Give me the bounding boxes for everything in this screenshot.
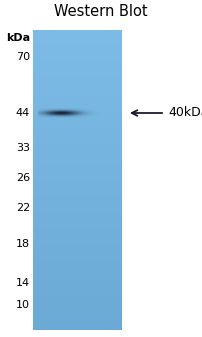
Text: kDa: kDa <box>6 33 30 43</box>
Text: 22: 22 <box>16 203 30 213</box>
Text: Western Blot: Western Blot <box>54 4 147 20</box>
Text: 26: 26 <box>16 173 30 183</box>
Text: 44: 44 <box>16 108 30 118</box>
Text: 40kDa: 40kDa <box>167 106 202 120</box>
Text: 10: 10 <box>16 300 30 310</box>
Text: 70: 70 <box>16 52 30 62</box>
Bar <box>33 30 121 330</box>
Text: 18: 18 <box>16 239 30 249</box>
Text: 14: 14 <box>16 278 30 288</box>
Text: 33: 33 <box>16 143 30 153</box>
